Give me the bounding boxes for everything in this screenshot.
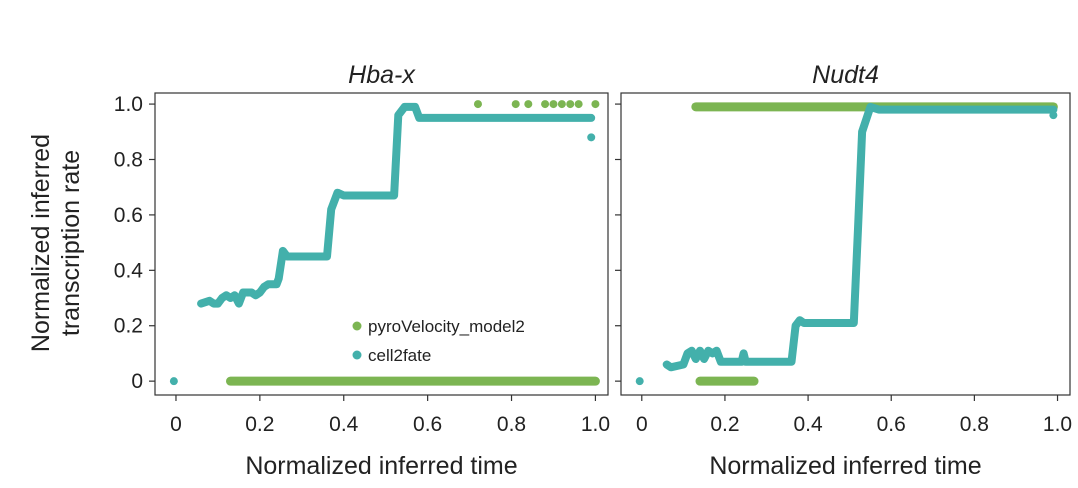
point-pyrovelocity-model2-hba-x-7 xyxy=(574,100,583,109)
point-cell2fate-nudt4-1 xyxy=(1049,111,1058,120)
x-tick-label-hba-x-4: 0.8 xyxy=(497,413,526,436)
y-ticks-nudt4 xyxy=(615,103,621,382)
y-tick-label-hba-x-4: 0.8 xyxy=(114,148,143,171)
point-pyrovelocity-model2-hba-x-2 xyxy=(524,100,533,109)
point-pyrovelocity-model2-hba-x-1 xyxy=(511,100,520,109)
x-ticks-nudt4: 0 0.2 0.4 0.6 0.8 1.0 xyxy=(636,395,1072,436)
point-pyrovelocity-model2-hba-x-6 xyxy=(566,100,575,109)
panel-hba-x: 00.20.40.60.81.0 0 0.2 0.4 0.6 0.8 1.0 Hba-x … xyxy=(114,61,610,480)
x-tick-label-nudt4-1: 0.2 xyxy=(710,413,739,436)
point-cell2fate-hba-x-1 xyxy=(587,133,596,142)
x-tick-label-hba-x-2: 0.4 xyxy=(329,413,359,436)
x-ticks-hba-x: 0 0.2 0.4 0.6 0.8 1.0 xyxy=(170,395,610,436)
x-axis-label-nudt4: Normalized inferred time xyxy=(709,452,981,480)
x-tick-label-hba-x-3: 0.6 xyxy=(413,413,442,436)
y-tick-label-hba-x-5: 1.0 xyxy=(114,93,143,116)
panel-title-nudt4: Nudt4 xyxy=(812,61,879,89)
x-tick-label-hba-x-1: 0.2 xyxy=(245,413,274,436)
legend-marker-pyrovelocity xyxy=(352,321,362,331)
point-pyrovelocity-model2-hba-x-8 xyxy=(591,100,600,109)
series-line-cell2fate-nudt4 xyxy=(662,102,1058,372)
legend-label-pyrovelocity: pyroVelocity_model2 xyxy=(368,317,525,336)
x-tick-label-hba-x-5: 1.0 xyxy=(581,413,610,436)
x-tick-label-nudt4-5: 1.0 xyxy=(1043,413,1072,436)
panel-title-hba-x: Hba-x xyxy=(348,61,416,89)
x-tick-label-nudt4-0: 0 xyxy=(636,413,648,436)
marks-hba-x xyxy=(169,100,600,386)
y-tick-label-hba-x-0: 0 xyxy=(131,370,143,393)
point-cell2fate-nudt4-0 xyxy=(635,377,644,386)
y-tick-label-hba-x-3: 0.6 xyxy=(114,204,143,227)
series-line-cell2fate-hba-x xyxy=(197,102,596,308)
plot-frame-nudt4 xyxy=(620,92,1071,396)
y-axis-label-line2: transcription rate xyxy=(57,150,85,336)
point-pyrovelocity-model2-hba-x-4 xyxy=(549,100,558,109)
panel-nudt4: 0 0.2 0.4 0.6 0.8 1.0 Nudt4 Normalized inferr… xyxy=(615,61,1072,480)
x-tick-label-nudt4-3: 0.6 xyxy=(877,413,906,436)
x-tick-label-nudt4-4: 0.8 xyxy=(960,413,989,436)
plot-frame-hba-x xyxy=(154,92,609,396)
x-tick-label-hba-x-0: 0 xyxy=(170,413,182,436)
x-axis-label-hba-x: Normalized inferred time xyxy=(245,452,517,480)
point-pyrovelocity-model2-hba-x-0 xyxy=(473,100,482,109)
y-axis-label-line1: Normalized inferred xyxy=(27,134,55,352)
point-pyrovelocity-model2-hba-x-5 xyxy=(557,100,566,109)
y-tick-label-hba-x-2: 0.4 xyxy=(114,259,144,282)
legend: pyroVelocity_model2 cell2fate xyxy=(352,317,525,365)
marks-nudt4 xyxy=(635,102,1058,386)
y-ticks-hba-x: 0 0.2 0.4 0.6 0.8 1.0 xyxy=(114,93,155,393)
y-tick-label-hba-x-1: 0.2 xyxy=(114,315,143,338)
legend-label-cell2fate: cell2fate xyxy=(368,346,431,365)
point-pyrovelocity-model2-hba-x-3 xyxy=(541,100,550,109)
legend-marker-cell2fate xyxy=(352,350,362,360)
point-cell2fate-hba-x-0 xyxy=(169,377,178,386)
x-tick-label-nudt4-2: 0.4 xyxy=(793,413,823,436)
